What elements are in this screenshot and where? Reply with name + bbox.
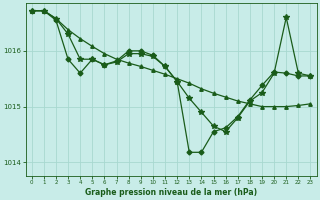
X-axis label: Graphe pression niveau de la mer (hPa): Graphe pression niveau de la mer (hPa) xyxy=(85,188,257,197)
